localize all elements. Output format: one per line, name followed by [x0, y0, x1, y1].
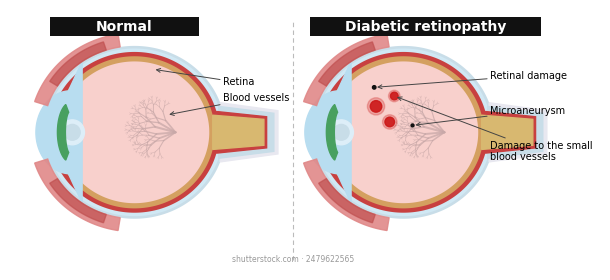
Polygon shape	[326, 104, 337, 160]
Polygon shape	[36, 62, 82, 203]
Polygon shape	[323, 56, 484, 208]
Polygon shape	[213, 115, 264, 150]
Circle shape	[382, 115, 397, 129]
FancyBboxPatch shape	[50, 17, 199, 36]
Polygon shape	[35, 34, 120, 106]
Ellipse shape	[60, 120, 84, 145]
Polygon shape	[54, 56, 215, 208]
Polygon shape	[60, 61, 209, 203]
Circle shape	[411, 124, 414, 127]
Polygon shape	[318, 179, 375, 223]
Polygon shape	[482, 115, 533, 150]
Text: Diabetic retinopathy: Diabetic retinopathy	[345, 20, 506, 34]
Text: Normal: Normal	[96, 20, 152, 34]
Ellipse shape	[65, 124, 80, 140]
Polygon shape	[35, 159, 120, 230]
Circle shape	[367, 98, 385, 115]
Polygon shape	[43, 46, 226, 219]
Text: Damage to the small
blood vessels: Damage to the small blood vessels	[398, 97, 592, 162]
Text: Retinal damage: Retinal damage	[378, 71, 567, 89]
Polygon shape	[315, 48, 492, 216]
Polygon shape	[49, 52, 220, 213]
Polygon shape	[329, 61, 478, 203]
Polygon shape	[312, 46, 495, 219]
Polygon shape	[487, 106, 543, 158]
Polygon shape	[217, 111, 267, 153]
Polygon shape	[57, 104, 69, 160]
Ellipse shape	[329, 120, 353, 145]
Circle shape	[389, 90, 400, 102]
Circle shape	[370, 101, 382, 112]
Polygon shape	[50, 179, 106, 223]
Polygon shape	[50, 42, 106, 86]
Text: Retina: Retina	[157, 69, 254, 87]
Polygon shape	[489, 103, 547, 162]
Ellipse shape	[334, 124, 349, 140]
Text: Blood vessels: Blood vessels	[170, 93, 289, 115]
Polygon shape	[318, 52, 488, 213]
Polygon shape	[486, 111, 536, 153]
Polygon shape	[305, 62, 351, 203]
Polygon shape	[220, 103, 278, 162]
Circle shape	[385, 117, 395, 127]
Circle shape	[390, 92, 398, 100]
Text: shutterstock.com · 2479622565: shutterstock.com · 2479622565	[232, 255, 354, 264]
Polygon shape	[304, 159, 389, 230]
Polygon shape	[46, 48, 223, 216]
Polygon shape	[218, 106, 274, 158]
Circle shape	[373, 86, 376, 89]
Polygon shape	[318, 42, 375, 86]
Polygon shape	[304, 34, 389, 106]
Text: Microaneurysm: Microaneurysm	[417, 106, 565, 126]
FancyBboxPatch shape	[310, 17, 540, 36]
